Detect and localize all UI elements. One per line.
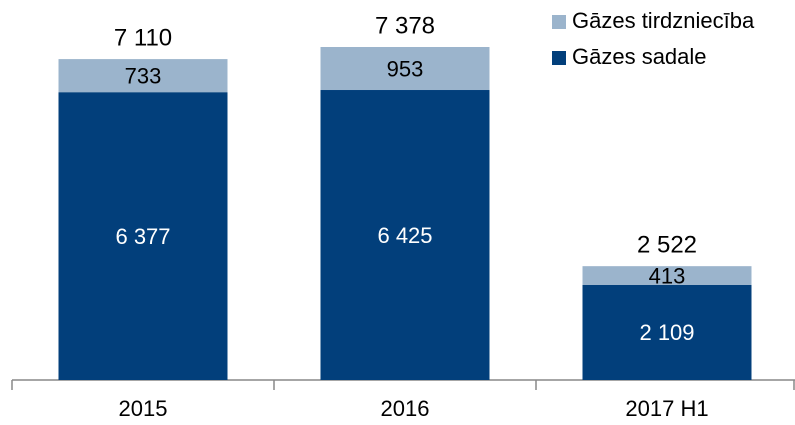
- x-tick-label: 2016: [381, 396, 430, 421]
- bar-segment: [582, 266, 752, 285]
- data-label: 733: [125, 63, 162, 88]
- data-label: 2 109: [639, 320, 694, 345]
- total-label: 7 110: [114, 24, 172, 51]
- bar-segment: [58, 92, 228, 380]
- legend-label: Gāzes sadale: [572, 44, 707, 69]
- data-label: 6 425: [377, 223, 432, 248]
- legend-swatch: [552, 51, 566, 65]
- bar-segment: [320, 47, 490, 91]
- data-label: 953: [387, 56, 424, 81]
- x-tick-label: 2015: [119, 396, 168, 421]
- bar-segment: [58, 59, 228, 93]
- legend-label: Gāzes tirdzniecība: [572, 8, 755, 33]
- data-label: 6 377: [115, 224, 170, 249]
- bar-segment: [320, 90, 490, 380]
- x-tick-label: 2017 H1: [625, 396, 708, 421]
- data-label: 413: [649, 263, 686, 288]
- bar-segment: [582, 284, 752, 380]
- total-label: 2 522: [637, 232, 697, 259]
- legend-swatch: [552, 15, 566, 29]
- total-label: 7 378: [375, 12, 435, 39]
